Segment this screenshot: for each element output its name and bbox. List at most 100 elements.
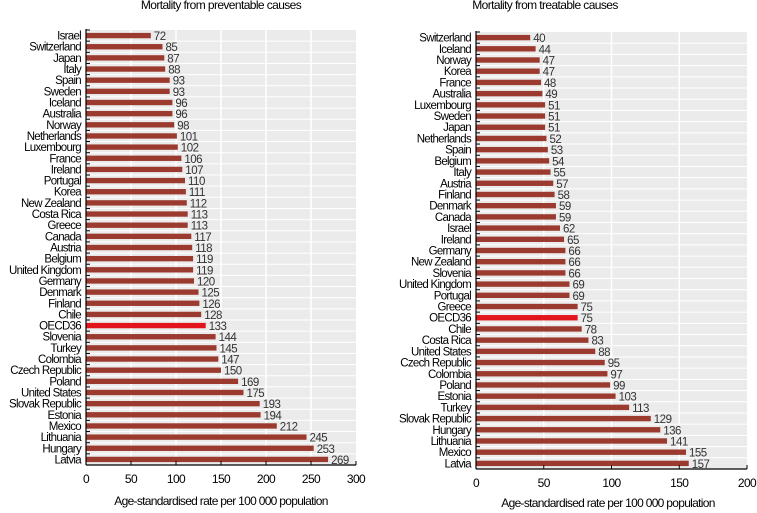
- bar-france: [476, 79, 542, 86]
- data-label: 66: [568, 257, 580, 269]
- category-label: Slovak Republic: [9, 399, 82, 411]
- data-label: 75: [581, 313, 593, 325]
- category-label: Costa Rica: [422, 335, 473, 347]
- category-label: France: [439, 77, 471, 89]
- data-label: 93: [173, 87, 185, 99]
- data-label: 57: [556, 179, 568, 191]
- category-label: Costa Rica: [32, 209, 83, 221]
- data-label: 119: [196, 254, 213, 266]
- data-label: 48: [544, 78, 556, 90]
- data-label: 110: [188, 176, 205, 188]
- category-label: Turkey: [50, 343, 81, 355]
- data-label: 113: [191, 210, 208, 222]
- data-label: 112: [190, 198, 207, 210]
- bar-mexico: [476, 449, 687, 455]
- bar-slovak-republic: [86, 400, 260, 407]
- category-label: Latvia: [55, 454, 83, 466]
- data-label: 245: [310, 433, 328, 445]
- category-label: Estonia: [48, 410, 83, 422]
- bar-switzerland: [476, 34, 531, 41]
- data-label: 157: [692, 459, 710, 471]
- category-label: Korea: [444, 66, 472, 78]
- data-label: 66: [568, 268, 580, 280]
- data-label: 58: [558, 190, 570, 202]
- data-label: 150: [224, 366, 242, 378]
- data-label: 253: [317, 444, 335, 456]
- data-label: 98: [177, 120, 189, 132]
- category-label: Hungary: [42, 443, 82, 455]
- category-label: Luxembourg: [24, 142, 81, 154]
- category-label: Greece: [47, 220, 81, 232]
- data-label: 125: [202, 288, 220, 300]
- bar-turkey: [86, 345, 217, 351]
- data-label: 53: [551, 145, 563, 157]
- data-label: 103: [619, 392, 637, 404]
- category-label: New Zealand: [21, 198, 81, 210]
- bar-new-zealand: [476, 259, 566, 265]
- bar-united-states: [476, 348, 596, 355]
- data-label: 155: [689, 448, 707, 460]
- bar-greece: [476, 303, 578, 310]
- data-label: 47: [543, 56, 555, 68]
- data-label: 40: [533, 33, 545, 45]
- bar-poland: [476, 382, 611, 388]
- bar-slovenia: [86, 334, 216, 340]
- data-label: 212: [280, 421, 298, 433]
- bar-latvia: [476, 460, 689, 467]
- data-label: 59: [559, 212, 571, 224]
- category-label: Luxembourg: [414, 100, 471, 112]
- x-tick-label: 250: [302, 472, 321, 486]
- data-label: 51: [548, 100, 560, 112]
- data-label: 126: [202, 299, 220, 311]
- data-label: 144: [219, 332, 238, 344]
- x-tick-label: 50: [538, 476, 551, 490]
- x-tick-label: 150: [670, 476, 689, 490]
- category-label: United States: [411, 346, 472, 358]
- bar-norway: [476, 57, 540, 63]
- category-label: Korea: [54, 187, 82, 199]
- category-label: Israel: [447, 223, 471, 235]
- category-label: Canada: [45, 231, 82, 243]
- bar-belgium: [476, 158, 550, 164]
- bar-hungary: [476, 427, 661, 433]
- category-label: Czech Republic: [10, 365, 82, 377]
- data-label: 99: [613, 380, 625, 392]
- x-axis-label-treatable: Age-standardised rate per 100 000 popula…: [501, 496, 714, 510]
- data-label: 55: [554, 168, 566, 180]
- bar-iceland: [476, 46, 536, 52]
- category-label: Israel: [57, 31, 81, 43]
- data-label: 113: [632, 403, 649, 415]
- category-label: Portugal: [44, 176, 81, 188]
- category-label: Slovak Republic: [399, 414, 472, 426]
- category-label: Germany: [429, 246, 472, 258]
- data-label: 129: [654, 414, 672, 426]
- category-label: Poland: [49, 376, 81, 388]
- bar-korea: [476, 68, 540, 74]
- data-label: 97: [610, 369, 622, 381]
- data-label: 269: [331, 455, 349, 467]
- data-label: 107: [185, 165, 203, 177]
- panel-preventable: Israel 72 Switzerland 85 Japan 87 Italy 88 Spain…: [9, 0, 367, 508]
- bar-australia: [86, 110, 173, 117]
- x-tick-label: 150: [212, 472, 231, 486]
- data-label: 96: [175, 109, 187, 121]
- bar-sweden: [86, 88, 170, 95]
- x-tick-label: 100: [602, 476, 621, 490]
- bar-italy: [86, 66, 166, 72]
- data-label: 49: [545, 89, 557, 101]
- category-label: Netherlands: [417, 133, 472, 145]
- bar-ireland: [86, 166, 183, 173]
- bar-estonia: [86, 412, 261, 418]
- bar-united-states: [86, 389, 244, 396]
- category-label: France: [49, 153, 81, 165]
- bar-oecd36: [476, 315, 578, 321]
- data-label: 136: [663, 425, 681, 437]
- category-label: Belgium: [44, 254, 81, 266]
- data-label: 101: [180, 131, 198, 143]
- category-label: United States: [21, 388, 82, 400]
- data-label: 147: [221, 355, 239, 367]
- bar-germany: [476, 247, 566, 254]
- category-label: Germany: [39, 276, 82, 288]
- category-label: OECD36: [429, 313, 471, 325]
- bar-lithuania: [86, 434, 307, 440]
